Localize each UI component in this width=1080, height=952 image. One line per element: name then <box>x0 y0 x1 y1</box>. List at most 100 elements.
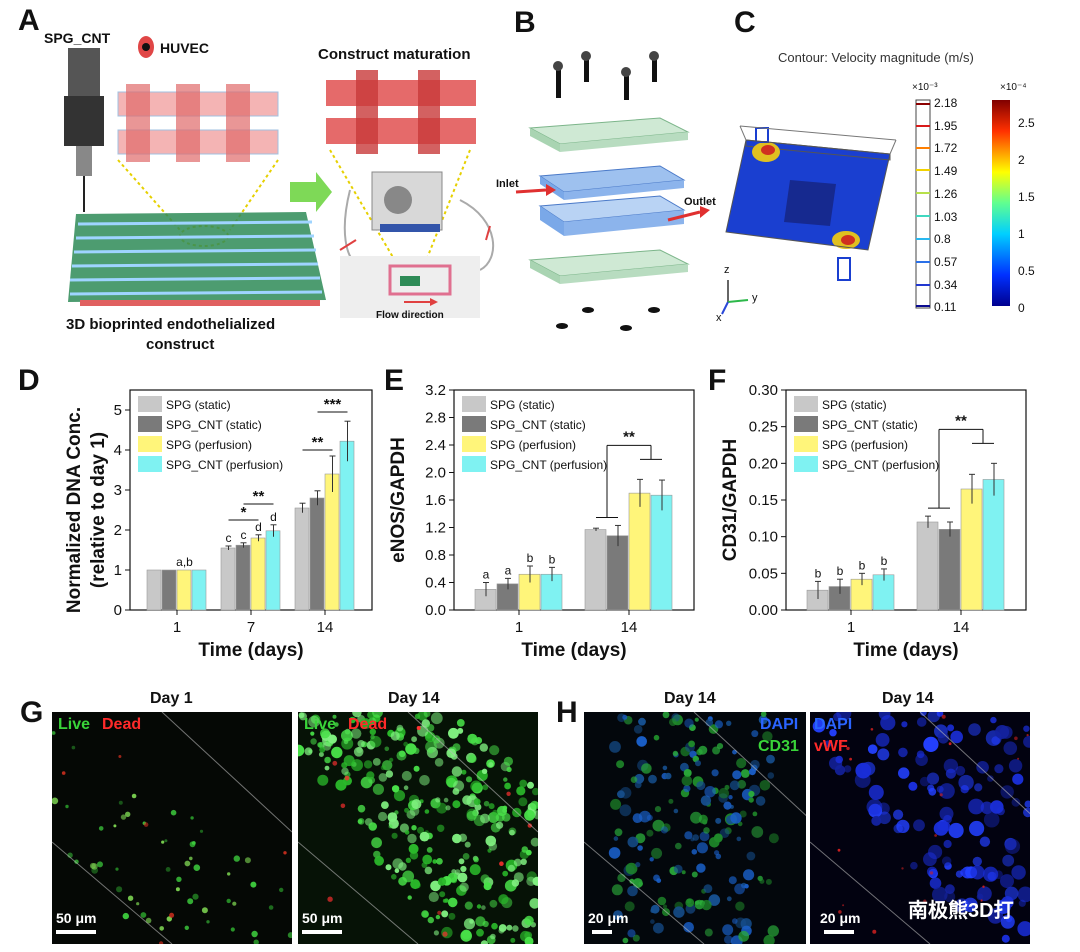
cell-dot <box>714 850 720 856</box>
cell-dot <box>759 878 765 884</box>
cell-dot <box>357 804 366 813</box>
cell-dot <box>672 750 679 757</box>
cell-dot <box>161 840 165 844</box>
bar <box>982 479 1005 611</box>
bar <box>250 537 266 611</box>
cell-dot <box>498 894 509 905</box>
cell-dot <box>696 842 708 854</box>
cell-dot <box>496 821 504 829</box>
cell-dot <box>164 839 168 843</box>
cell-dot <box>958 774 974 791</box>
x-axis-label: Time (days) <box>198 640 303 661</box>
cell-dot <box>341 767 349 775</box>
cell-dot <box>1024 800 1030 808</box>
cell-dot <box>767 925 779 937</box>
cell-dot <box>955 765 966 776</box>
cell-dot <box>662 904 668 909</box>
cell-dot <box>435 914 441 920</box>
micrograph-h-cd31 <box>584 712 806 944</box>
cell-dot <box>942 856 952 866</box>
cell-dot <box>976 761 989 774</box>
cell-dot <box>481 905 486 910</box>
bar <box>916 521 939 611</box>
cell-dot <box>384 746 390 752</box>
bar <box>191 569 207 611</box>
group-letter: c <box>226 531 232 545</box>
cell-dot <box>723 801 732 810</box>
x-tick-label: 14 <box>953 619 970 636</box>
legend-swatch <box>462 416 486 432</box>
cell-dot <box>868 784 884 800</box>
cell-dot <box>913 819 925 832</box>
cell-dot <box>939 783 955 799</box>
legend-swatch <box>462 456 486 472</box>
y-tick-label: 0.15 <box>749 492 778 509</box>
cell-dot <box>298 744 305 757</box>
cell-dot <box>646 814 653 821</box>
cell-dot <box>448 912 456 920</box>
cell-dot <box>616 760 625 769</box>
cell-dot <box>115 867 119 871</box>
cell-dot <box>929 871 934 875</box>
cell-dot <box>506 791 511 796</box>
vwf-label: vWF <box>814 738 848 755</box>
cell-dot <box>414 713 421 719</box>
scale-bar-g1 <box>56 930 96 934</box>
cell-dot <box>469 919 474 924</box>
cell-dot <box>447 897 458 908</box>
cell-dot <box>433 930 439 936</box>
colorbar-1-tick-label: 1.95 <box>934 118 958 133</box>
cell-dot <box>871 815 882 826</box>
bar <box>161 569 177 611</box>
cell-dot <box>353 747 364 757</box>
cell-dot <box>502 870 509 877</box>
cell-dot <box>700 795 712 806</box>
cell-dot <box>201 907 208 914</box>
cell-dot <box>363 760 373 769</box>
panel-letter-b: B <box>514 6 536 39</box>
cell-dot <box>619 804 632 817</box>
cell-dot <box>977 886 992 901</box>
cell-dot <box>391 874 397 880</box>
cell-dot <box>718 787 730 799</box>
cell-dot <box>388 824 393 829</box>
bar <box>146 569 162 611</box>
cell-dot <box>736 836 742 842</box>
cell-dot <box>927 712 940 723</box>
cell-dot <box>518 797 528 807</box>
cell-dot <box>1023 725 1030 732</box>
significance-label: ** <box>623 428 635 445</box>
day14-label-h2: Day 14 <box>882 690 934 707</box>
cell-dot <box>432 735 441 744</box>
y-tick-label: 0.4 <box>425 575 446 592</box>
cell-dot <box>191 841 196 845</box>
cell-dot <box>703 884 713 893</box>
cell-dot <box>488 803 495 810</box>
cell-dot <box>1011 865 1026 880</box>
y-tick-label: 3 <box>114 482 122 499</box>
legend-label: SPG_CNT (static) <box>822 418 918 432</box>
cell-dot <box>654 806 662 813</box>
cell-dot <box>120 814 127 820</box>
y-tick-label: 2 <box>114 522 122 539</box>
cell-dot <box>990 716 997 724</box>
cell-dot <box>877 748 890 761</box>
cell-dot <box>695 760 701 767</box>
cell-dot <box>974 783 983 792</box>
panel-letter-h: H <box>556 696 578 729</box>
legend-swatch <box>794 456 818 472</box>
cell-dot <box>532 787 538 796</box>
cell-dot <box>923 899 927 903</box>
cell-dot <box>1023 735 1030 748</box>
cell-dot <box>426 847 433 853</box>
cell-dot <box>867 744 878 754</box>
cell-dot <box>709 837 720 848</box>
cell-dot <box>613 910 623 920</box>
cell-dot <box>987 775 994 782</box>
scale-bar-h2 <box>824 930 854 934</box>
watermark: 南极熊3D打 <box>908 900 1014 922</box>
cell-dot <box>411 799 422 810</box>
cell-dot <box>939 793 943 797</box>
legend-swatch <box>138 456 162 472</box>
day14-label-g: Day 14 <box>388 690 440 707</box>
